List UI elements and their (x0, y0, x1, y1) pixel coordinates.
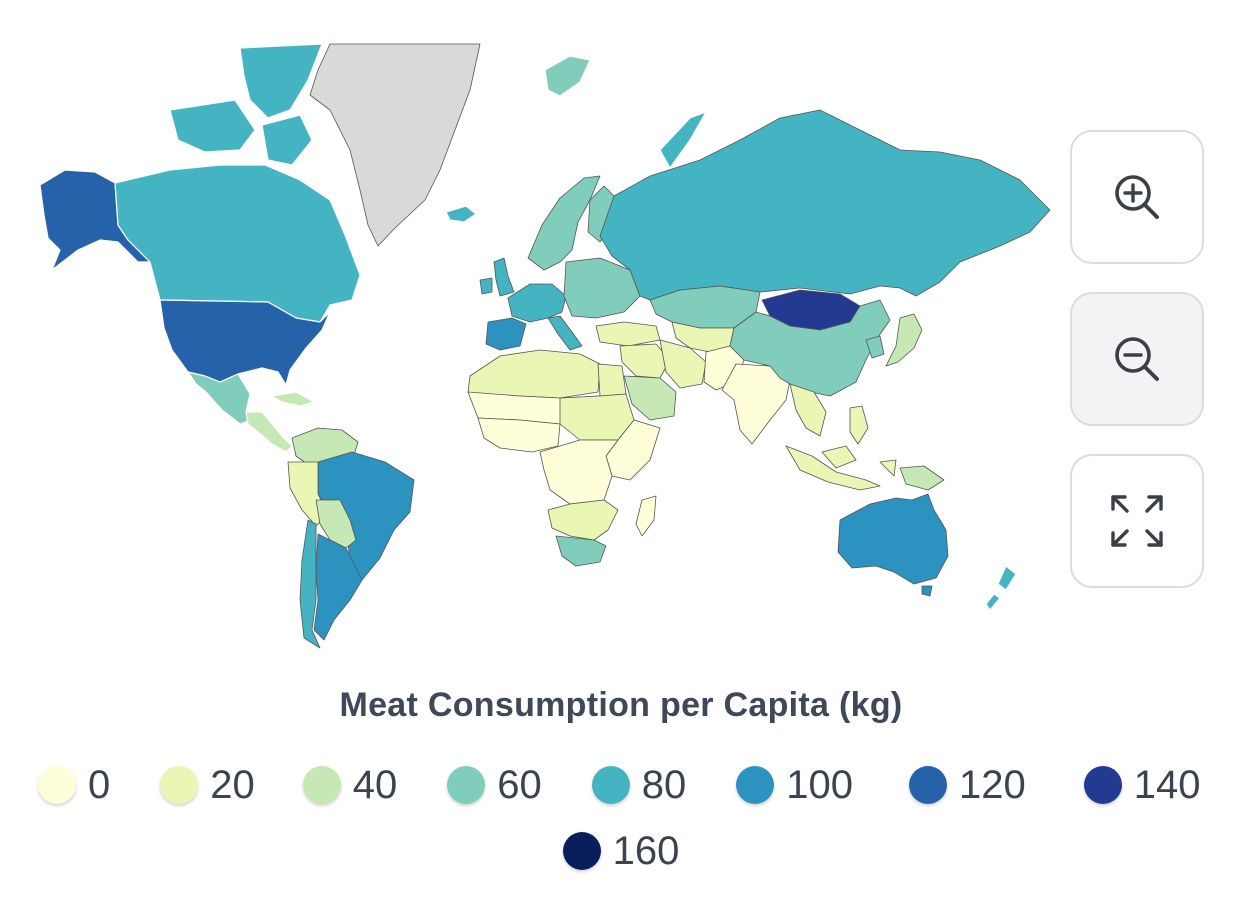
legend-swatch (591, 766, 630, 804)
legend-swatch (38, 766, 76, 804)
region-cuba[interactable] (271, 391, 315, 407)
legend-item-120: 120 (909, 765, 1026, 805)
map-canvas[interactable] (0, 0, 1060, 670)
legend-label: 60 (497, 763, 542, 807)
zoom-out-icon (1115, 337, 1159, 381)
region-egypt[interactable] (597, 363, 627, 397)
legend-label: 140 (1133, 763, 1201, 807)
legend-item-60: 60 (447, 765, 542, 805)
legend-item-100: 100 (736, 765, 853, 805)
region-alaska[interactable] (39, 169, 151, 271)
legend-swatch (1083, 766, 1122, 804)
legend-row-2: 160 (0, 826, 1242, 876)
region-novaya-zemlya[interactable] (659, 111, 707, 169)
legend-label: 20 (210, 763, 255, 807)
region-southeast-asia[interactable] (789, 383, 827, 437)
legend-item-160: 160 (562, 829, 680, 873)
legend-label: 40 (352, 763, 398, 807)
region-turkey[interactable] (595, 321, 661, 347)
region-central-america[interactable] (245, 411, 293, 453)
legend-item-80: 80 (591, 763, 687, 807)
legend-swatch (909, 766, 947, 804)
region-canada[interactable] (114, 164, 361, 323)
region-north-africa[interactable] (467, 349, 601, 399)
region-madagascar[interactable] (635, 495, 657, 537)
region-iceland[interactable] (445, 205, 477, 223)
legend-swatch (160, 766, 199, 804)
region-central-africa[interactable] (539, 439, 619, 505)
world-map[interactable] (0, 0, 1060, 670)
region-philippines[interactable] (849, 405, 869, 445)
legend-swatch (736, 766, 775, 804)
zoom-in-icon (1115, 175, 1159, 219)
legend-swatch (562, 832, 601, 870)
region-southern-africa[interactable] (547, 499, 619, 541)
region-united-kingdom[interactable] (493, 257, 515, 297)
region-eastern-europe[interactable] (563, 257, 641, 319)
legend-swatch (447, 766, 486, 804)
legend-label: 80 (641, 763, 687, 807)
region-japan[interactable] (885, 313, 923, 367)
region-svalbard[interactable] (544, 55, 591, 97)
legend-item-0: 0 (38, 765, 110, 805)
region-chile[interactable] (299, 519, 321, 649)
region-china[interactable] (729, 299, 891, 397)
zoom-in-button[interactable] (1070, 130, 1204, 264)
legend-title: Meat Consumption per Capita (kg) (339, 686, 903, 724)
expand-arrows-icon (1111, 495, 1163, 547)
region-south-africa[interactable] (555, 535, 607, 567)
region-greenland[interactable] (309, 43, 481, 247)
region-western-europe[interactable] (507, 283, 567, 323)
region-korea[interactable] (865, 335, 885, 359)
legend-swatch (302, 766, 341, 804)
legend-label: 120 (959, 763, 1026, 807)
legend-label: 100 (786, 763, 853, 807)
region-sudan[interactable] (559, 393, 635, 441)
legend-item-140: 140 (1083, 763, 1201, 807)
region-iran[interactable] (659, 339, 707, 389)
region-bolivia-paraguay[interactable] (315, 499, 357, 549)
legend-item-20: 20 (160, 765, 255, 805)
region-indonesia[interactable] (785, 445, 897, 491)
region-spain-portugal[interactable] (485, 317, 527, 351)
region-canadian-arctic-islands[interactable] (169, 43, 323, 166)
region-italy[interactable] (547, 315, 583, 351)
region-australia[interactable] (837, 493, 949, 585)
region-united-states[interactable] (159, 299, 331, 386)
region-ireland[interactable] (479, 277, 493, 295)
region-tasmania[interactable] (921, 585, 933, 597)
region-papua-new-guinea[interactable] (899, 465, 945, 491)
fit-to-screen-button[interactable] (1070, 454, 1204, 588)
legend-label: 0 (88, 763, 111, 807)
legend-row-1: 0 20 40 60 80 100 120 140 (38, 760, 1201, 810)
region-new-zealand[interactable] (985, 565, 1017, 611)
legend-item-40: 40 (302, 763, 398, 807)
region-russia[interactable] (599, 109, 1051, 301)
zoom-out-button[interactable] (1070, 292, 1204, 426)
legend-label: 160 (612, 829, 680, 873)
region-saudi-arabia[interactable] (623, 375, 677, 421)
region-west-africa[interactable] (477, 417, 561, 453)
region-argentina[interactable] (313, 533, 363, 641)
